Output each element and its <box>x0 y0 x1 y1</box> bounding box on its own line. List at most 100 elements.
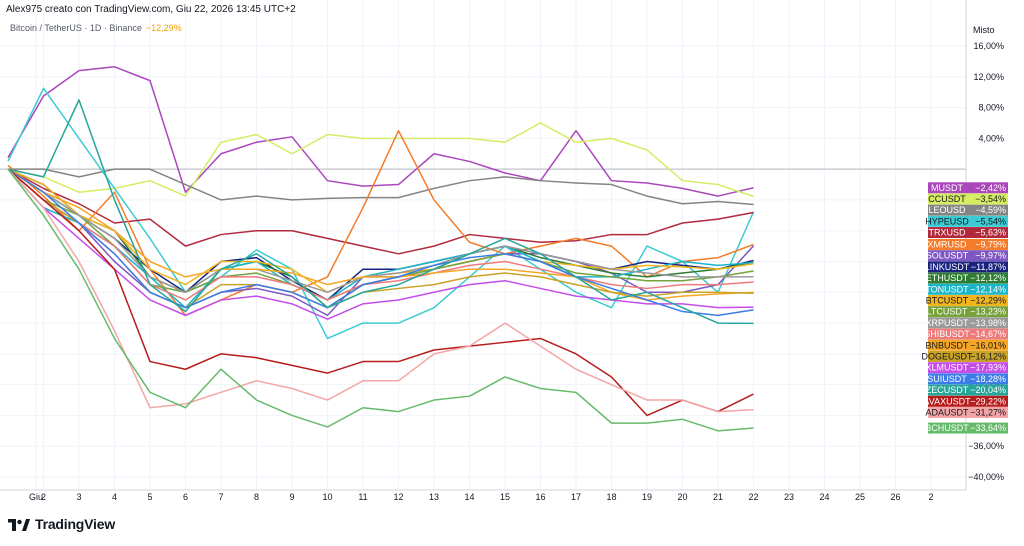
tag-value-bg <box>966 204 1008 216</box>
tag-name-bg <box>928 182 966 194</box>
value-tag-ethusdt[interactable]: ETHUSDT −12,12% <box>926 272 1008 284</box>
series-line-ccusdt[interactable] <box>7 122 754 198</box>
tag-symbol: ZECUSDT <box>926 385 969 395</box>
value-tag-solusdt[interactable]: SOLUSDT −9,97% <box>926 250 1008 262</box>
tag-name-bg <box>928 350 966 362</box>
series-line-musdt[interactable] <box>7 66 754 197</box>
tag-symbol: BTCUSDT <box>926 295 969 305</box>
series-line-suiusdt[interactable] <box>7 168 754 317</box>
series-line-ethusdt[interactable] <box>7 168 754 309</box>
x-tick-label: 17 <box>571 492 581 502</box>
series-line-tonusdt[interactable] <box>7 168 754 309</box>
tag-value-bg <box>966 272 1008 284</box>
value-tag-musdt[interactable]: MUSDT −2,42% <box>928 182 1008 194</box>
value-tag-ccusdt[interactable]: CCUSDT −3,54% <box>928 193 1008 205</box>
value-tag-shibusdt[interactable]: SHIBUSDT −14,67% <box>924 328 1008 340</box>
tag-value: −16,01% <box>970 340 1006 350</box>
value-tag-xmrusd[interactable]: XMRUSD −9,79% <box>927 238 1008 250</box>
value-tag-leousd[interactable]: LEOUSD −4,59% <box>928 204 1008 216</box>
tag-name-bg <box>928 306 966 318</box>
tag-name-bg <box>928 339 966 351</box>
tag-value: −9,79% <box>975 239 1006 249</box>
x-tick-label: 14 <box>464 492 474 502</box>
tag-value: −5,54% <box>975 216 1006 226</box>
value-tag-adausdt[interactable]: ADAUSDT −31,27% <box>925 406 1008 418</box>
x-tick-label: 4 <box>112 492 117 502</box>
tag-symbol: TRXUSD <box>928 228 966 238</box>
x-tick-label: 13 <box>429 492 439 502</box>
tag-symbol: SHIBUSDT <box>924 329 970 339</box>
series-line-xlmusdt[interactable] <box>7 168 754 320</box>
x-tick-label: 23 <box>784 492 794 502</box>
x-tick-label: 8 <box>254 492 259 502</box>
value-tag-avaxusdt[interactable]: AVAXUSDT −29,22% <box>923 395 1008 407</box>
tag-value-bg <box>966 283 1008 295</box>
tag-value: −4,59% <box>975 205 1006 215</box>
tag-name-bg <box>928 204 966 216</box>
x-tick-label: 16 <box>535 492 545 502</box>
series-line-hypeusd[interactable] <box>7 87 755 340</box>
tag-symbol: BNBUSDT <box>925 340 969 350</box>
tag-symbol: ETHUSDT <box>926 273 969 283</box>
tag-name-bg <box>928 272 966 284</box>
tag-name-bg <box>928 261 966 273</box>
value-tag-zecusdt[interactable]: ZECUSDT −20,04% <box>926 384 1008 396</box>
tag-symbol: SOLUSDT <box>926 251 969 261</box>
value-tag-tonusdt[interactable]: TONUSDT −12,14% <box>925 283 1008 295</box>
tag-symbol: MUSDT <box>931 183 963 193</box>
x-tick-label: 24 <box>819 492 829 502</box>
value-tag-bchusdt[interactable]: BCHUSDT −33,64% <box>925 422 1008 434</box>
value-tag-suiusdt[interactable]: SUIUSDT −18,28% <box>927 373 1008 385</box>
tag-value-bg <box>966 193 1008 205</box>
tradingview-logo[interactable]: TradingView <box>8 516 115 532</box>
tag-value-bg <box>966 339 1008 351</box>
tag-value-bg <box>966 373 1008 385</box>
y-tick-label: −40,00% <box>968 472 1004 482</box>
x-tick-label: 22 <box>748 492 758 502</box>
series-line-xmrusd[interactable] <box>7 129 754 317</box>
x-tick-label: 18 <box>606 492 616 502</box>
tag-name-bg <box>928 422 966 434</box>
y-tick-label: −36,00% <box>968 441 1004 451</box>
value-tag-linkusdt[interactable]: LINKUSDT −11,87% <box>925 261 1008 273</box>
value-tag-ltcusdt[interactable]: LTCUSDT −13,23% <box>927 306 1008 318</box>
value-tag-trxusd[interactable]: TRXUSD −5,63% <box>928 227 1008 239</box>
value-tag-btcusdt[interactable]: BTCUSDT −12,29% <box>926 294 1008 306</box>
tag-value: −2,42% <box>975 183 1006 193</box>
symbol-legend[interactable]: Bitcoin / TetherUS · 1D · Binance −12,29% <box>10 23 182 33</box>
scale-mode-label[interactable]: Misto <box>973 25 995 35</box>
value-tag-hypeusd[interactable]: HYPEUSD −5,54% <box>925 215 1008 227</box>
tag-value-bg <box>966 362 1008 374</box>
tag-value-bg <box>966 317 1008 329</box>
value-tag-xrpusdt[interactable]: XRPUSDT −13,98% <box>925 317 1008 329</box>
tag-name-bg <box>928 406 966 418</box>
tag-value: −29,22% <box>970 396 1006 406</box>
tag-symbol: DOGEUSDT <box>921 351 973 361</box>
tag-value: −18,28% <box>970 374 1006 384</box>
series-line-trxusd[interactable] <box>7 168 754 255</box>
series-line-leousd[interactable] <box>8 168 754 206</box>
value-tag-xlmusdt[interactable]: XLMUSDT −17,93% <box>925 362 1008 374</box>
value-tag-dogeusdt[interactable]: DOGEUSDT−16,12% <box>921 350 1008 362</box>
series-line-adausdt[interactable] <box>7 168 754 413</box>
y-tick-label: 8,00% <box>978 103 1004 113</box>
y-tick-label: 12,00% <box>973 72 1004 82</box>
series-line-shibusdt[interactable] <box>7 168 754 301</box>
series-line-bchusdt[interactable] <box>7 168 754 432</box>
tag-value: −12,14% <box>970 284 1006 294</box>
tag-name-bg <box>928 227 966 239</box>
series-line-zecusdt[interactable] <box>7 99 754 325</box>
series-line-xrpusdt[interactable] <box>7 168 754 294</box>
tag-symbol: TONUSDT <box>925 284 969 294</box>
series-value-tags: MUSDT −2,42%CCUSDT −3,54%LEOUSD −4,59%HYPEU… <box>921 182 1008 434</box>
value-tag-bnbusdt[interactable]: BNBUSDT −16,01% <box>925 339 1008 351</box>
x-tick-label: 15 <box>500 492 510 502</box>
x-tick-label: 5 <box>147 492 152 502</box>
tag-value-bg <box>966 328 1008 340</box>
tag-symbol: LEOUSD <box>928 205 966 215</box>
series-lines <box>7 66 755 432</box>
series-line-avaxusdt[interactable] <box>7 168 754 417</box>
tag-value-bg <box>966 395 1008 407</box>
